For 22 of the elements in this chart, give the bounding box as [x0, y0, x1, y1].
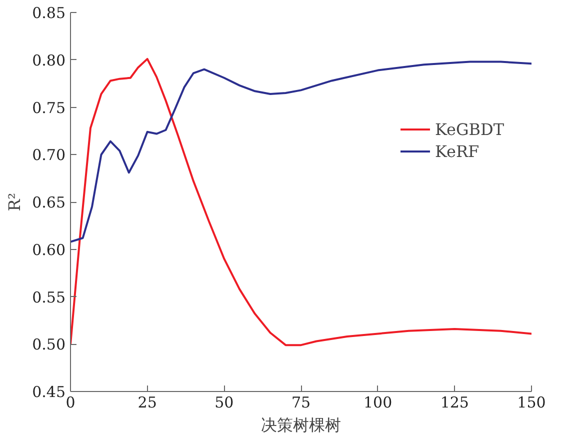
x-tick-label: 25 — [138, 394, 157, 412]
line-series — [70, 58, 532, 346]
y-tick-label: 0.55 — [32, 288, 66, 306]
y-tick-label: 0.75 — [32, 98, 66, 117]
y-tick-label: 0.85 — [32, 4, 66, 22]
x-tick-label: 125 — [440, 394, 469, 412]
x-tick-label: 75 — [291, 394, 311, 412]
y-tick-label: 0.70 — [32, 146, 66, 164]
x-tick-label: 150 — [517, 394, 546, 412]
x-tick-label: 0 — [66, 394, 76, 412]
y-axis-title: R² — [5, 192, 24, 212]
y-tick-label: 0.50 — [32, 336, 66, 354]
x-tick-label: 50 — [214, 394, 234, 412]
line-series — [70, 60, 532, 243]
x-axis-title: 决策树棵树 — [261, 416, 341, 434]
y-tick-label: 0.60 — [32, 240, 66, 259]
x-tick-label: 100 — [364, 394, 392, 412]
legend-label: KeRF — [435, 142, 480, 160]
y-tick-label: 0.65 — [32, 194, 66, 212]
legend-label: KeGBDT — [435, 120, 504, 138]
y-tick-label: 0.45 — [32, 383, 66, 401]
y-tick-label: 0.80 — [32, 51, 66, 70]
